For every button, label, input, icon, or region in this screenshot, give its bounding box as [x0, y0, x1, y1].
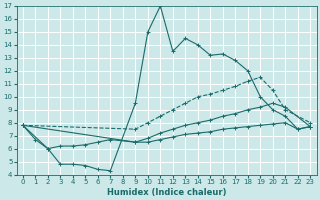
X-axis label: Humidex (Indice chaleur): Humidex (Indice chaleur)	[107, 188, 226, 197]
